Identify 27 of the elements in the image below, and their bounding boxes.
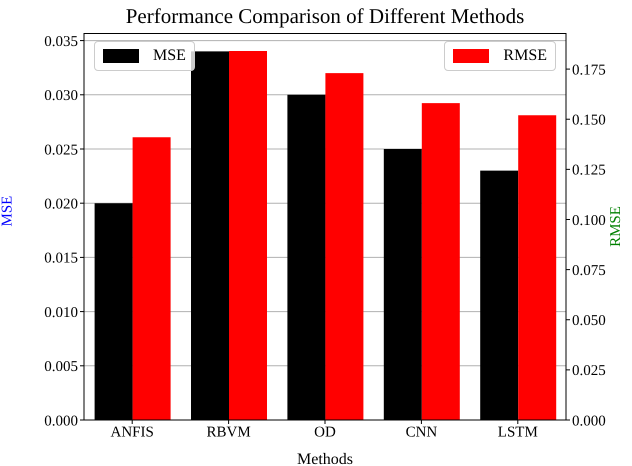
legend-label: RMSE	[503, 47, 547, 65]
x-tick-label: LSTM	[498, 424, 538, 441]
y2-tick-label: 0.025	[572, 363, 606, 380]
y2-tick-label: 0.050	[572, 313, 606, 330]
y-tick-label: 0.030	[44, 88, 78, 104]
x-axis-title: Methods	[297, 451, 353, 466]
y-tick-label: 0.005	[44, 359, 78, 376]
x-tick-label: ANFIS	[110, 424, 154, 441]
y-tick-label: 0.025	[44, 142, 78, 158]
y-tick-label: 0.010	[44, 304, 78, 321]
y-tick-label: 0.020	[44, 196, 78, 213]
y2-tick-label: 0.175	[572, 62, 606, 78]
y2-tick-label: 0.075	[572, 262, 606, 279]
x-tick-label: OD	[314, 424, 336, 441]
y-tick-label: 0.000	[44, 413, 78, 430]
y2-tick-label: 0.150	[572, 112, 606, 129]
y2-axis-title: RMSE	[608, 206, 624, 247]
y-tick-label: 0.035	[44, 34, 78, 50]
y2-tick-label: 0.000	[572, 413, 606, 430]
chart-title: Performance Comparison of Different Methods	[124, 4, 526, 29]
y-axis-title: MSE	[0, 196, 16, 226]
legend-label: MSE	[153, 47, 186, 65]
y2-tick-label: 0.100	[572, 212, 606, 229]
x-tick-label: CNN	[406, 424, 438, 441]
x-tick-label: RBVM	[206, 424, 251, 441]
y-tick-label: 0.015	[44, 250, 78, 267]
y2-tick-label: 0.125	[572, 162, 606, 179]
